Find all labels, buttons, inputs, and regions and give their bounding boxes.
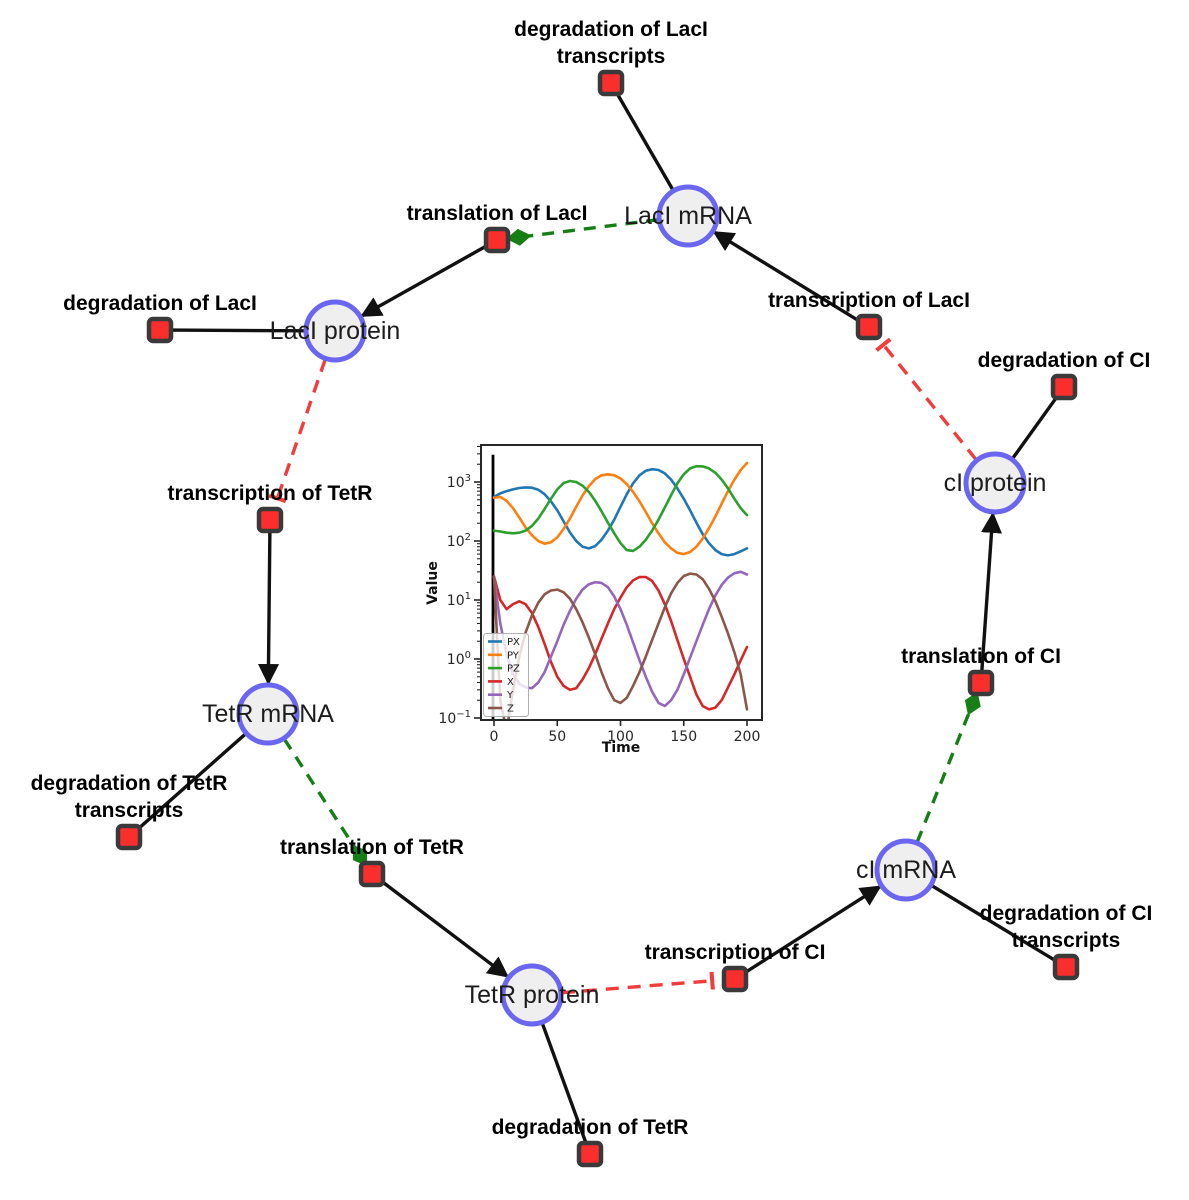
species-node-ci-mrna[interactable] [874, 838, 938, 902]
reaction-label-transcription-laci: transcription of LacI [768, 289, 970, 312]
reaction-label-translation-tetr: translation of TetR [280, 836, 464, 859]
chart-x-tick-200: 200 [734, 729, 761, 745]
chart-legend-label-PY: PY [507, 650, 520, 661]
species-label-ci-protein: cI protein [944, 469, 1047, 497]
edge-inhibition-tetr-protein-to-transcription-ci [561, 971, 715, 995]
species-label-ci-mrna: cI mRNA [856, 856, 956, 884]
reaction-node-deg-tetr-transcripts[interactable] [115, 823, 143, 851]
chart-x-tick-0: 0 [490, 729, 499, 745]
reaction-node-deg-laci-transcripts[interactable] [597, 69, 625, 97]
chart-y-tick-10e2: 102 [447, 532, 471, 550]
species-node-laci-mrna[interactable] [656, 184, 720, 248]
edge-consumption-tetr-protein-to-deg-tetr [539, 1020, 588, 1145]
edge-production-transcription-ci-to-ci-mrna [742, 885, 882, 976]
species-node-tetr-protein[interactable] [500, 963, 564, 1027]
chart-ylabel: Value [425, 561, 441, 605]
chart-legend-label-Z: Z [507, 704, 514, 715]
reaction-node-translation-laci[interactable] [483, 226, 511, 254]
species-label-laci-mrna: LacI mRNA [624, 202, 752, 230]
nodes-layer [115, 69, 1080, 1168]
reaction-label-deg-ci: degradation of CI [978, 349, 1151, 372]
reaction-label-deg-tetr-transcripts-line1: degradation of TetR [31, 772, 228, 795]
reaction-label-translation-laci: translation of LacI [407, 202, 588, 225]
species-label-tetr-mrna: TetR mRNA [202, 700, 334, 728]
reaction-node-transcription-laci[interactable] [855, 313, 883, 341]
timecourse-chart: 0 50 100 150 20010−1100101102103TimeValuePXP… [425, 444, 763, 756]
reaction-label-deg-laci-transcripts-line1: degradation of LacI [514, 18, 708, 41]
reaction-label-deg-tetr-transcripts-line2: transcripts [75, 799, 184, 822]
reaction-node-deg-tetr[interactable] [576, 1140, 604, 1168]
chart-x-tick-150: 150 [670, 729, 697, 745]
species-node-ci-protein[interactable] [963, 451, 1027, 515]
reaction-label-transcription-tetr: transcription of TetR [168, 482, 373, 505]
reaction-node-transcription-tetr[interactable] [256, 506, 284, 534]
edges-layer [136, 91, 1059, 1145]
chart-x-tick-50: 50 [548, 729, 566, 745]
reaction-node-translation-tetr[interactable] [358, 860, 386, 888]
edge-production-translation-tetr-to-tetr-protein [378, 878, 509, 978]
chart-xlabel: Time [602, 740, 640, 756]
edge-production-translation-ci-to-ci-protein [980, 511, 1003, 674]
chart-x-tick-100: 100 [607, 729, 634, 745]
reaction-node-translation-ci[interactable] [967, 669, 995, 697]
reaction-label-deg-laci-transcripts-line2: transcripts [557, 45, 666, 68]
reaction-label-transcription-ci: transcription of CI [645, 941, 826, 964]
edge-consumption-laci-mrna-to-deg-laci-transcripts [615, 91, 676, 193]
chart-legend-label-PZ: PZ [507, 664, 520, 675]
reaction-node-transcription-ci[interactable] [721, 965, 749, 993]
chart-legend-label-PX: PX [507, 637, 520, 648]
reaction-node-deg-ci[interactable] [1050, 373, 1078, 401]
chart-series-X [492, 575, 749, 711]
labels-layer: LacI mRNA LacI protein TetR mRNA TetR prote… [31, 18, 1153, 1139]
chart-series-Y [492, 570, 749, 708]
edge-production-transcription-laci-to-laci-mrna [712, 230, 862, 324]
reaction-label-deg-ci-transcripts-line1: degradation of CI [980, 902, 1153, 925]
reaction-label-deg-laci: degradation of LacI [63, 292, 257, 315]
chart-legend-label-X: X [507, 677, 514, 688]
edge-production-transcription-tetr-to-tetr-mrna [257, 529, 280, 686]
chart-series-Z [492, 572, 749, 720]
edge-inhibition-laci-protein-to-transcription-tetr [268, 358, 327, 504]
reaction-node-deg-ci-transcripts[interactable] [1052, 953, 1080, 981]
edge-consumption-laci-protein-to-deg-laci [170, 328, 308, 333]
edge-consumption-ci-mrna-to-deg-ci-transcripts [929, 883, 1058, 963]
edge-modifier-tetr-mrna-to-translation-tetr [282, 738, 368, 867]
edge-modifier-laci-mrna-to-translation-laci [506, 218, 659, 246]
species-node-laci-protein[interactable] [303, 299, 367, 363]
edge-consumption-ci-protein-to-deg-ci [1009, 394, 1059, 462]
edge-production-translation-laci-to-laci-protein [360, 243, 490, 318]
edge-consumption-tetr-mrna-to-deg-tetr-transcripts [136, 731, 249, 831]
species-label-tetr-protein: TetR protein [465, 981, 600, 1009]
reaction-label-deg-tetr: degradation of TetR [492, 1116, 689, 1139]
edge-inhibition-ci-protein-to-transcription-laci [875, 337, 978, 461]
chart-y-tick-10e-1: 10−1 [438, 709, 471, 727]
reaction-label-translation-ci: translation of CI [901, 645, 1061, 668]
chart-legend-label-Y: Y [506, 690, 514, 701]
reaction-label-deg-ci-transcripts-line2: transcripts [1012, 929, 1121, 952]
species-node-tetr-mrna[interactable] [236, 682, 300, 746]
species-label-laci-protein: LacI protein [270, 317, 401, 345]
chart-legend: PX PY PZ XYZ [483, 633, 529, 717]
chart-series-PZ [492, 464, 749, 553]
chart-y-tick-10e0: 100 [447, 650, 471, 668]
chart-series-PY [492, 461, 749, 556]
chart-y-tick-10e1: 101 [447, 591, 471, 609]
chart-y-tick-10e3: 103 [447, 473, 471, 491]
edge-modifier-ci-mrna-to-translation-ci [915, 691, 981, 843]
reaction-node-deg-laci[interactable] [146, 316, 174, 344]
